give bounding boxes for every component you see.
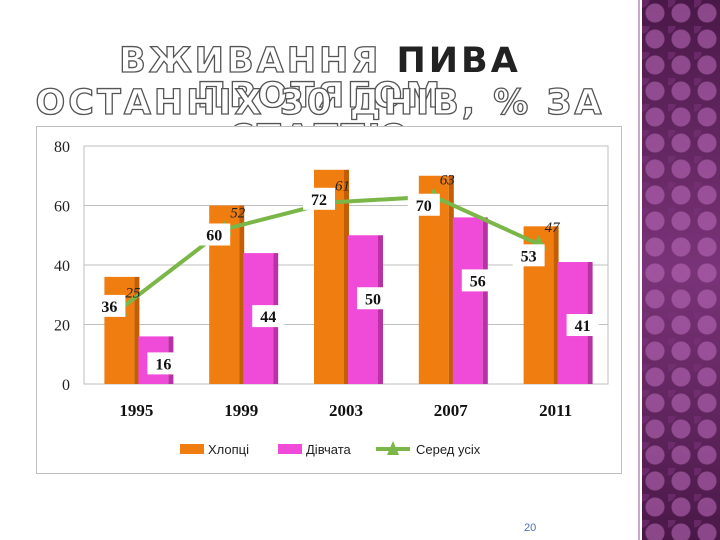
boys-data-label-2007-box [407, 193, 440, 216]
average-data-label: 25 [125, 286, 140, 302]
girls-data-label-1995: 16 [147, 352, 180, 375]
legend-item-1: Дівчата [278, 442, 352, 457]
girls-data-label-2007-box [461, 269, 494, 292]
girls-data-label-2011-text: 41 [575, 318, 591, 335]
girls-data-label-1999-box [252, 305, 285, 328]
average-data-label: 52 [230, 205, 246, 221]
legend-swatch [278, 444, 302, 454]
bar-boys-2011-shade [553, 226, 559, 384]
average-data-label: 63 [440, 173, 455, 189]
boys-data-label-2003: 72 [303, 187, 335, 210]
boys-data-label-1999: 60 [198, 223, 231, 246]
boys-data-label-2007-text: 70 [416, 198, 432, 215]
slide-title-line-1: ВЖИВАННЯ ПИВА ПРОТЯГОМ [20, 41, 620, 116]
girls-data-label-1999: 44 [252, 305, 285, 328]
boys-data-label-2011-box [512, 244, 545, 267]
average-data-label: 47 [545, 220, 562, 236]
bar-boys-2007-shade [448, 175, 454, 384]
bar-girls-2003 [348, 235, 378, 384]
girls-data-label-2003: 50 [357, 287, 389, 310]
boys-data-label-2007: 70 [407, 193, 440, 216]
boys-data-label-1995-text: 36 [101, 299, 117, 316]
y-tick-label: 80 [54, 139, 70, 156]
legend-label: Хлопці [208, 442, 249, 457]
legend-item-2: Серед усіх [376, 441, 481, 457]
girls-data-label-1999-text: 44 [260, 309, 276, 326]
girls-data-label-2011-box [566, 314, 599, 337]
legend-item-0: Хлопці [180, 442, 249, 457]
page-number: 20 [524, 522, 537, 534]
sidebar-divider [638, 0, 640, 540]
boys-data-label-1995: 36 [93, 294, 126, 317]
boys-data-label-1999-box [198, 223, 231, 246]
decorative-sidebar [642, 0, 720, 540]
x-tick-label: 2007 [434, 401, 469, 420]
boys-data-label-2011-text: 53 [521, 248, 537, 265]
x-tick-label: 1999 [224, 401, 258, 420]
girls-data-label-2011: 41 [566, 314, 599, 337]
legend-label: Дівчата [306, 442, 352, 457]
girls-data-label-1995-text: 16 [155, 356, 171, 373]
girls-data-label-2003-text: 50 [365, 291, 381, 308]
legend-marker [387, 441, 399, 455]
title-word-3: ПРОТЯГОМ [196, 76, 444, 116]
boys-data-label-2003-text: 72 [311, 192, 327, 209]
boys-data-label-1995-box [93, 294, 126, 317]
boys-data-label-2011: 53 [512, 244, 545, 267]
girls-data-label-2007: 56 [461, 269, 494, 292]
bar-girls-2007-shade [482, 217, 488, 384]
legend-swatch [180, 444, 204, 454]
bar-boys-2003-shade [344, 169, 349, 384]
bar-girls-2007 [452, 217, 483, 384]
y-tick-label: 60 [54, 199, 70, 216]
boys-data-label-2003-box [303, 187, 335, 210]
y-tick-label: 40 [54, 258, 70, 275]
bar-boys-1995-shade [134, 276, 140, 384]
girls-data-label-2007-text: 56 [470, 273, 486, 290]
bar-boys-1999-shade [239, 205, 245, 384]
legend-label: Серед усіх [416, 442, 481, 457]
title-word-1: ВЖИВАННЯ [119, 41, 382, 81]
bar-boys-1995 [104, 276, 135, 384]
boys-data-label-1999-text: 60 [206, 228, 222, 245]
girls-data-label-2003-box [357, 287, 389, 310]
y-tick-label: 20 [54, 318, 70, 335]
x-tick-label: 2003 [329, 401, 363, 420]
x-tick-label: 2011 [539, 401, 572, 420]
title-word-2: ПИВА [396, 41, 521, 81]
x-tick-label: 1995 [119, 401, 153, 420]
bar-girls-2003-shade [378, 235, 383, 384]
average-data-label: 61 [335, 179, 350, 195]
girls-data-label-1995-box [147, 352, 180, 375]
y-tick-label: 0 [62, 377, 70, 394]
